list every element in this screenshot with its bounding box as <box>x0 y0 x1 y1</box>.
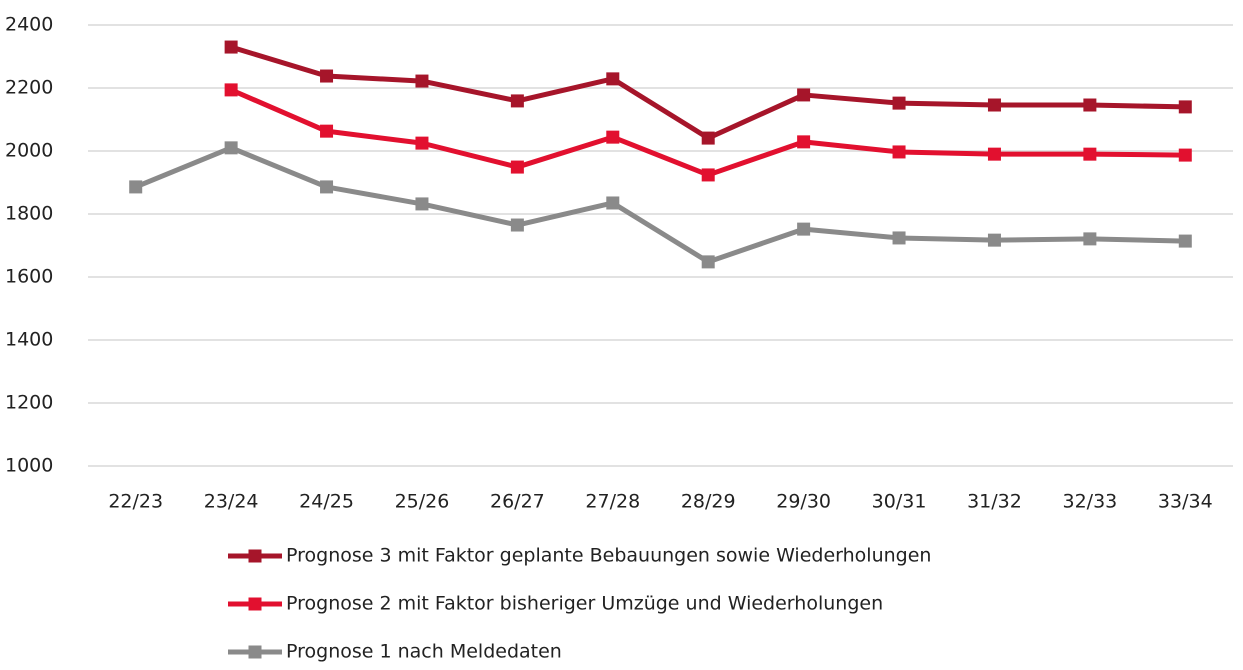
legend-label: Prognose 3 mit Faktor geplante Bebauunge… <box>286 545 931 567</box>
legend-label: Prognose 2 mit Faktor bisheriger Umzüge … <box>286 593 883 615</box>
x-tick-label: 32/33 <box>1062 491 1117 513</box>
x-tick-label: 24/25 <box>299 491 354 513</box>
x-tick-label: 27/28 <box>585 491 640 513</box>
y-tick-label: 1000 <box>5 455 53 477</box>
series-line <box>230 44 1186 141</box>
point-marker <box>797 135 811 149</box>
y-tick-label: 1400 <box>5 329 53 351</box>
point-marker <box>129 180 143 194</box>
legend-marker <box>248 645 262 659</box>
point-marker <box>224 40 238 54</box>
y-tick-label: 2000 <box>5 140 53 162</box>
point-marker <box>1178 148 1192 162</box>
point-marker <box>701 255 715 269</box>
point-marker <box>320 124 334 138</box>
point-marker <box>1083 147 1097 161</box>
legend-marker <box>248 597 262 611</box>
point-marker <box>224 141 238 155</box>
point-marker <box>320 180 334 194</box>
point-marker <box>892 96 906 110</box>
x-tick-label: 26/27 <box>490 491 545 513</box>
point-marker <box>415 197 429 211</box>
y-tick-label: 1800 <box>5 203 53 225</box>
point-marker <box>224 83 238 97</box>
point-marker <box>987 147 1001 161</box>
x-tick-label: 31/32 <box>967 491 1022 513</box>
point-marker <box>510 94 524 108</box>
y-tick-label: 2200 <box>5 77 53 99</box>
point-marker <box>892 231 906 245</box>
point-marker <box>415 136 429 150</box>
legend-marker <box>248 549 262 563</box>
point-marker <box>606 196 620 210</box>
point-marker <box>606 130 620 144</box>
series-line <box>134 145 1186 265</box>
point-marker <box>987 233 1001 247</box>
point-marker <box>1083 98 1097 112</box>
point-marker <box>1083 232 1097 246</box>
x-tick-label: 29/30 <box>776 491 831 513</box>
x-tick-label: 23/24 <box>204 491 259 513</box>
x-tick-label: 30/31 <box>872 491 927 513</box>
x-tick-label: 22/23 <box>108 491 163 513</box>
point-marker <box>701 168 715 182</box>
y-tick-label: 2400 <box>5 14 53 36</box>
point-marker <box>1178 100 1192 114</box>
y-tick-label: 1200 <box>5 392 53 414</box>
point-marker <box>987 98 1001 112</box>
x-tick-label: 33/34 <box>1158 491 1213 513</box>
point-marker <box>510 160 524 174</box>
point-marker <box>606 72 620 86</box>
y-tick-label: 1600 <box>5 266 53 288</box>
point-marker <box>320 69 334 83</box>
point-marker <box>701 131 715 145</box>
point-marker <box>510 218 524 232</box>
point-marker <box>797 88 811 102</box>
point-marker <box>1178 234 1192 248</box>
point-marker <box>892 145 906 159</box>
point-marker <box>415 74 429 88</box>
point-marker <box>797 222 811 236</box>
x-tick-label: 25/26 <box>395 491 450 513</box>
legend-label: Prognose 1 nach Meldedaten <box>286 641 562 663</box>
x-tick-label: 28/29 <box>681 491 736 513</box>
